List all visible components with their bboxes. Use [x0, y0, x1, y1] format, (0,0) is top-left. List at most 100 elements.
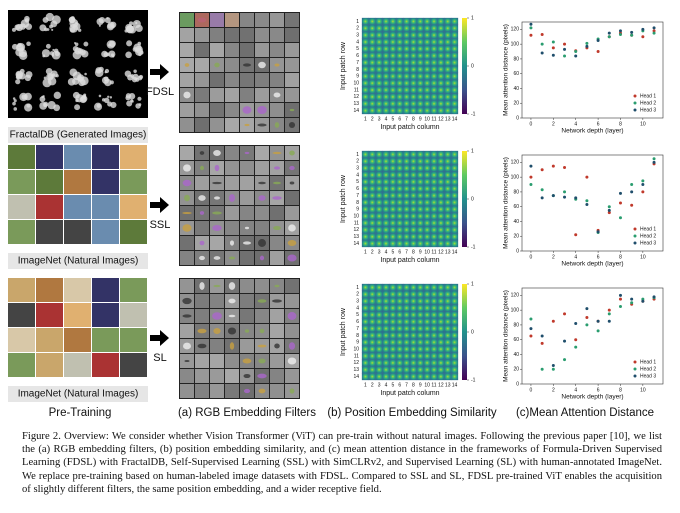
- heatmap-row-tick: 5: [356, 179, 359, 185]
- x-axis-label: Network depth (layer): [561, 261, 623, 268]
- heatmap-cell: [375, 311, 383, 319]
- heatmap-cell: [450, 205, 459, 213]
- heatmap-cell: [430, 318, 438, 326]
- heatmap-cell: [416, 198, 424, 207]
- heatmap-row-tick: 6: [356, 53, 359, 59]
- heatmap-cell: [375, 45, 383, 53]
- heatmap-cell: [409, 106, 418, 115]
- heatmap-cell: [396, 164, 404, 172]
- fractal-blob: [15, 79, 21, 85]
- heatmap-cell: [444, 304, 452, 312]
- filter-pattern: [183, 91, 191, 99]
- heatmap-cell: [375, 17, 383, 26]
- heatmap-cell: [416, 191, 424, 200]
- heatmap-row-tick: 11: [354, 220, 359, 226]
- heatmap-col-tick: 11: [431, 116, 436, 122]
- heatmap-cell: [444, 106, 452, 115]
- heatmap-cell: [402, 366, 411, 374]
- scatter-point: [607, 35, 611, 39]
- heatmap-cell: [396, 239, 404, 248]
- heatmap-cell: [416, 17, 424, 26]
- image-label: ImageNet (Natural Images): [18, 256, 139, 267]
- heatmap-col-tick: 13: [445, 116, 451, 122]
- heatmap-cell: [409, 345, 418, 353]
- heatmap-cell: [402, 157, 411, 165]
- filter-pattern: [273, 181, 281, 185]
- heatmap-cell: [396, 157, 404, 165]
- filter-pattern: [288, 342, 296, 350]
- colorbar-tick-label: 1: [471, 281, 474, 287]
- filter-cell: [210, 73, 224, 87]
- heatmap-cell: [437, 31, 445, 39]
- photo-thumbnail: [120, 353, 147, 377]
- colorbar-tick-label: -1: [471, 244, 476, 250]
- heatmap-cell: [361, 297, 370, 305]
- heatmap-cell: [444, 17, 452, 26]
- filter-cell: [180, 28, 194, 42]
- heatmap-cell: [375, 171, 383, 179]
- filter-cell: [225, 103, 239, 117]
- heatmap-cell: [409, 352, 418, 360]
- x-tick-label: 4: [574, 387, 577, 393]
- heatmap-cell: [409, 191, 418, 200]
- heatmap-cell: [389, 283, 397, 292]
- filter-pattern: [199, 151, 205, 155]
- colorbar: [462, 284, 467, 380]
- heatmap-cell: [375, 52, 383, 60]
- fractal-blob: [108, 43, 111, 47]
- scatter-point: [596, 230, 600, 234]
- heatmap-cell: [450, 233, 459, 241]
- heatmap-cell: [396, 331, 404, 340]
- scatter-point: [529, 33, 533, 37]
- heatmap-col-tick: 9: [419, 382, 422, 388]
- heatmap-cell: [375, 58, 383, 67]
- heatmap-cell: [375, 72, 383, 80]
- scatter-point: [563, 54, 567, 58]
- heatmap-row-tick: 7: [356, 326, 359, 332]
- heatmap-cell: [382, 17, 390, 26]
- heatmap-cell: [409, 157, 418, 165]
- heatmap-cell: [361, 106, 370, 115]
- photo-thumbnail: [36, 353, 63, 377]
- filter-cell: [225, 354, 239, 368]
- scatter-point: [607, 208, 611, 212]
- filter-cell: [240, 279, 254, 293]
- heatmap-cell: [409, 17, 418, 26]
- heatmap-cell: [450, 191, 459, 200]
- heatmap-cell: [389, 150, 397, 159]
- scatter-point: [652, 157, 656, 161]
- fractal-blob: [83, 41, 89, 47]
- heatmap-row-tick: 5: [356, 46, 359, 52]
- scatter-point: [540, 341, 544, 345]
- heatmap-cell: [402, 100, 411, 108]
- heatmap-row-tick: 11: [354, 87, 359, 93]
- heatmap-cell: [444, 52, 452, 60]
- heatmap-cell: [409, 324, 418, 333]
- heatmap-cell: [430, 311, 438, 319]
- filter-cell: [240, 339, 254, 353]
- heatmap-cell: [450, 38, 459, 46]
- heatmap-cell: [423, 338, 431, 346]
- heatmap-cell: [450, 17, 459, 26]
- heatmap-cell: [389, 178, 397, 186]
- heatmap-cell: [437, 45, 445, 53]
- heatmap-cell: [361, 150, 370, 159]
- y-tick-label: 20: [513, 367, 519, 373]
- fractal-blob: [46, 28, 50, 31]
- scatter-point: [540, 188, 544, 192]
- heatmap-cell: [382, 239, 390, 248]
- scatter-point: [529, 22, 533, 26]
- heatmap-cell: [389, 65, 397, 74]
- plot-frame: [521, 154, 664, 252]
- x-tick-label: 0: [530, 254, 533, 260]
- scatter-point: [618, 216, 622, 220]
- heatmap-cell: [361, 290, 370, 298]
- heatmap-cell: [368, 17, 376, 26]
- heatmap-cell: [396, 86, 404, 94]
- heatmap-cell: [423, 352, 431, 360]
- filter-cell: [285, 58, 299, 72]
- heatmap-cell: [444, 219, 452, 227]
- legend-marker: [633, 101, 637, 105]
- scatter-point: [641, 299, 645, 303]
- heatmap-col-tick: 12: [438, 382, 444, 388]
